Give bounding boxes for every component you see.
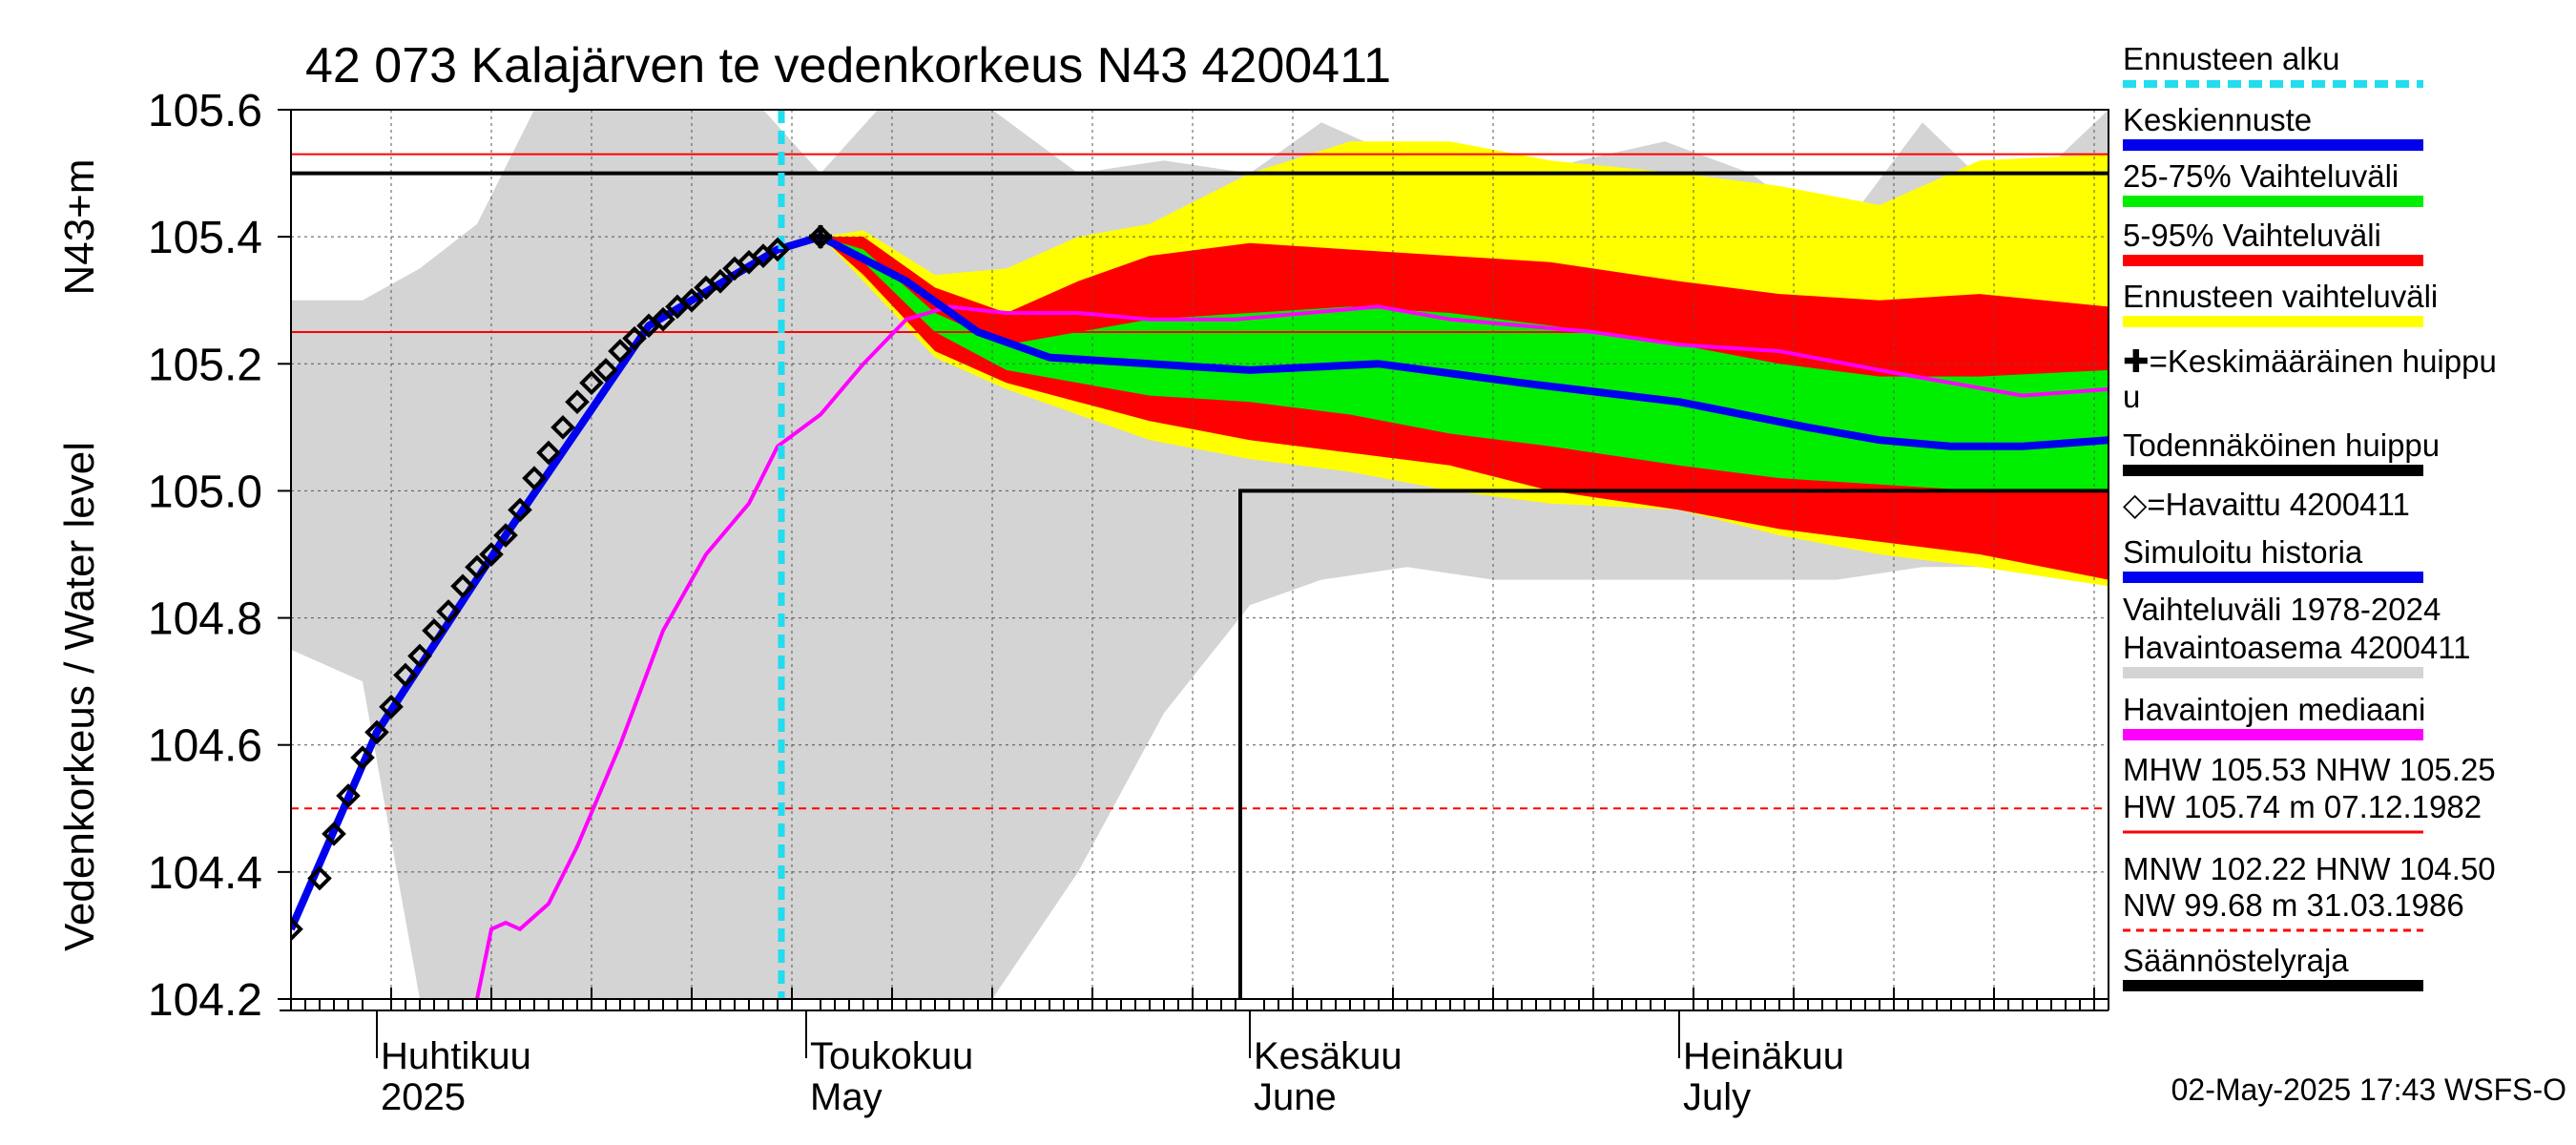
y-tick-label: 104.2 (148, 975, 262, 1026)
observed-point (679, 287, 704, 313)
y-tick-label: 104.4 (148, 848, 262, 899)
observed-point (407, 643, 432, 669)
observed-point (565, 389, 590, 415)
month-label-fi: Heinäkuu (1683, 1035, 1844, 1077)
legend-label: Simuloitu historia (2123, 534, 2363, 570)
legend-label: 25-75% Vaihteluväli (2123, 158, 2399, 194)
y-tick-label: 104.8 (148, 594, 262, 645)
month-label-en: July (1683, 1076, 1751, 1118)
observed-point (551, 415, 575, 440)
observed-point (450, 573, 475, 599)
legend-label: Säännöstelyraja (2123, 943, 2349, 978)
y-axis-unit: N43+m (56, 158, 103, 295)
legend-label: HW 105.74 m 07.12.1982 (2123, 789, 2482, 824)
observed-point (307, 865, 332, 891)
regulation-limit-line (1238, 489, 2109, 999)
legend-label: Vaihteluväli 1978-2024 (2123, 592, 2441, 627)
legend-label: MNW 102.22 HNW 104.50 (2123, 851, 2496, 886)
legend-label: Havaintojen mediaani (2123, 692, 2425, 727)
observed-point (493, 523, 518, 548)
observed-point (291, 916, 303, 942)
chart-title: 42 073 Kalajärven te vedenkorkeus N43 42… (305, 38, 1391, 94)
month-label-fi: Kesäkuu (1254, 1035, 1402, 1077)
observed-point (651, 306, 675, 332)
observation-median-line (475, 304, 2109, 999)
observed-point (579, 370, 604, 396)
observed-point (479, 542, 504, 567)
legend-label: ✚=Keskimääräinen huippu (2123, 344, 2497, 379)
y-tick-label: 105.4 (148, 213, 262, 263)
y-axis-label: Vedenkorkeus / Water level (56, 442, 103, 951)
legend-label: Havaintoasema 4200411 (2123, 630, 2470, 665)
legend-label: 5-95% Vaihteluväli (2123, 218, 2381, 253)
observed-point (322, 822, 346, 846)
observed-point (508, 497, 532, 523)
month-label-fi: Toukokuu (810, 1035, 973, 1077)
legend-label: Ennusteen alku (2123, 41, 2340, 76)
observed-point (350, 745, 375, 770)
month-label-en: May (810, 1076, 883, 1118)
observed-point (422, 618, 447, 643)
legend-label: Keskiennuste (2123, 102, 2312, 137)
observed-point (379, 694, 404, 719)
legend-label: Ennusteen vaihteluväli (2123, 279, 2438, 314)
y-tick-label: 105.2 (148, 340, 262, 390)
month-label-en: 2025 (381, 1076, 466, 1118)
observed-point (336, 783, 361, 808)
legend-label: ◇=Havaittu 4200411 (2123, 487, 2410, 522)
y-tick-label: 105.0 (148, 467, 262, 517)
plot-frame (290, 109, 2109, 1000)
month-label-en: June (1254, 1076, 1337, 1118)
observed-point (765, 237, 790, 262)
observed-point (522, 466, 547, 490)
observed-point (436, 599, 461, 624)
y-tick-label: 105.6 (148, 86, 262, 136)
observed-point (465, 554, 489, 580)
month-label-fi: Huhtikuu (381, 1035, 531, 1077)
timestamp-footer: 02-May-2025 17:43 WSFS-O (2171, 1072, 2566, 1107)
observed-point (622, 325, 647, 351)
mean-forecast-line (291, 233, 2109, 931)
observed-point (593, 358, 618, 383)
legend-label: NW 99.68 m 31.03.1986 (2123, 887, 2464, 923)
legend-label: u (2123, 379, 2140, 414)
legend-label: Todennäköinen huippu (2123, 427, 2440, 463)
y-tick-label: 104.6 (148, 721, 262, 772)
observed-point (393, 662, 418, 688)
range-25-75-band (821, 237, 2109, 491)
observed-point (364, 719, 389, 745)
plot-area (291, 110, 2109, 999)
legend-label: MHW 105.53 NHW 105.25 (2123, 752, 2496, 787)
observed-point (536, 440, 561, 466)
observed-point (708, 268, 733, 294)
observed-point (608, 339, 633, 364)
mean-peak-marker (809, 225, 832, 249)
